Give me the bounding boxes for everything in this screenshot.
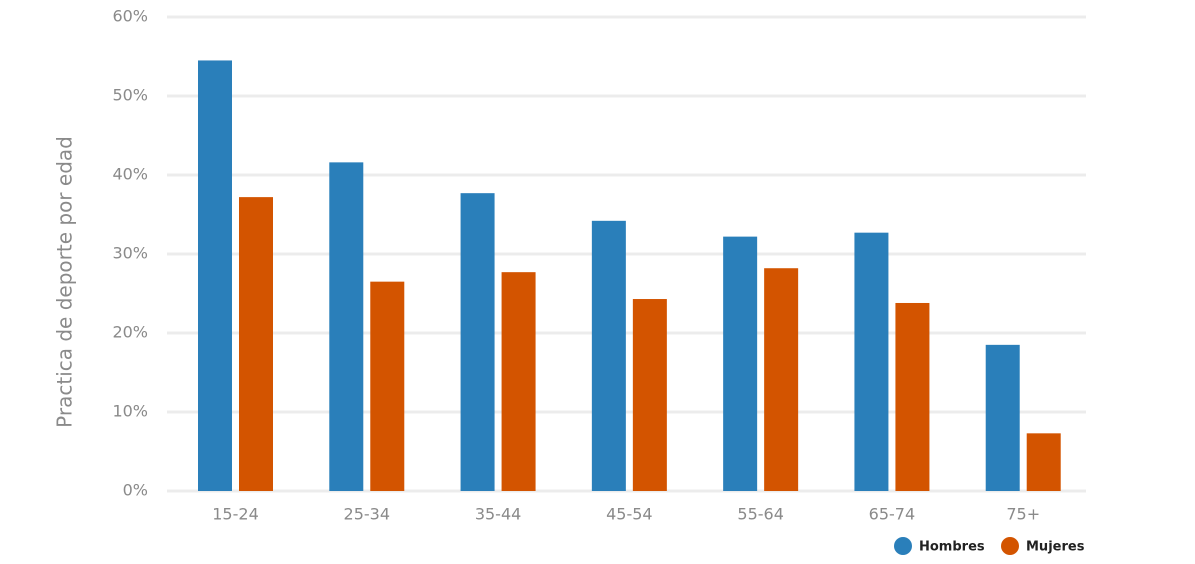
x-tick-label: 35-44 <box>475 505 522 524</box>
bar <box>723 236 758 491</box>
y-tick-label: 20% <box>112 323 148 342</box>
bar <box>501 272 536 491</box>
bar <box>632 299 667 491</box>
bar <box>1026 433 1061 491</box>
bar <box>764 268 799 491</box>
bar <box>591 220 626 491</box>
x-tick-label: 75+ <box>1006 505 1040 524</box>
y-tick-label: 50% <box>112 86 148 105</box>
x-tick-label: 55-64 <box>737 505 784 524</box>
y-tick-label: 10% <box>112 402 148 421</box>
y-tick-label: 60% <box>112 7 148 26</box>
legend-label: Hombres <box>919 540 985 555</box>
x-tick-label: 25-34 <box>344 505 391 524</box>
y-tick-label: 30% <box>112 244 148 263</box>
y-tick-label: 40% <box>112 165 148 184</box>
bar <box>198 60 232 491</box>
bar <box>460 193 495 492</box>
x-tick-label: 15-24 <box>212 505 259 524</box>
bar <box>239 197 273 491</box>
bar <box>895 302 930 491</box>
x-tick-label: 65-74 <box>869 505 916 524</box>
x-tick-label: 45-54 <box>606 505 653 524</box>
legend-marker <box>1001 537 1019 555</box>
bar <box>370 281 405 491</box>
y-tick-label: 0% <box>123 481 148 500</box>
bar <box>854 232 889 492</box>
bar <box>329 162 364 492</box>
legend-marker <box>894 537 912 555</box>
bar <box>985 344 1020 491</box>
legend-label: Mujeres <box>1026 540 1085 555</box>
y-axis-label: Practica de deporte por edad <box>53 136 77 428</box>
